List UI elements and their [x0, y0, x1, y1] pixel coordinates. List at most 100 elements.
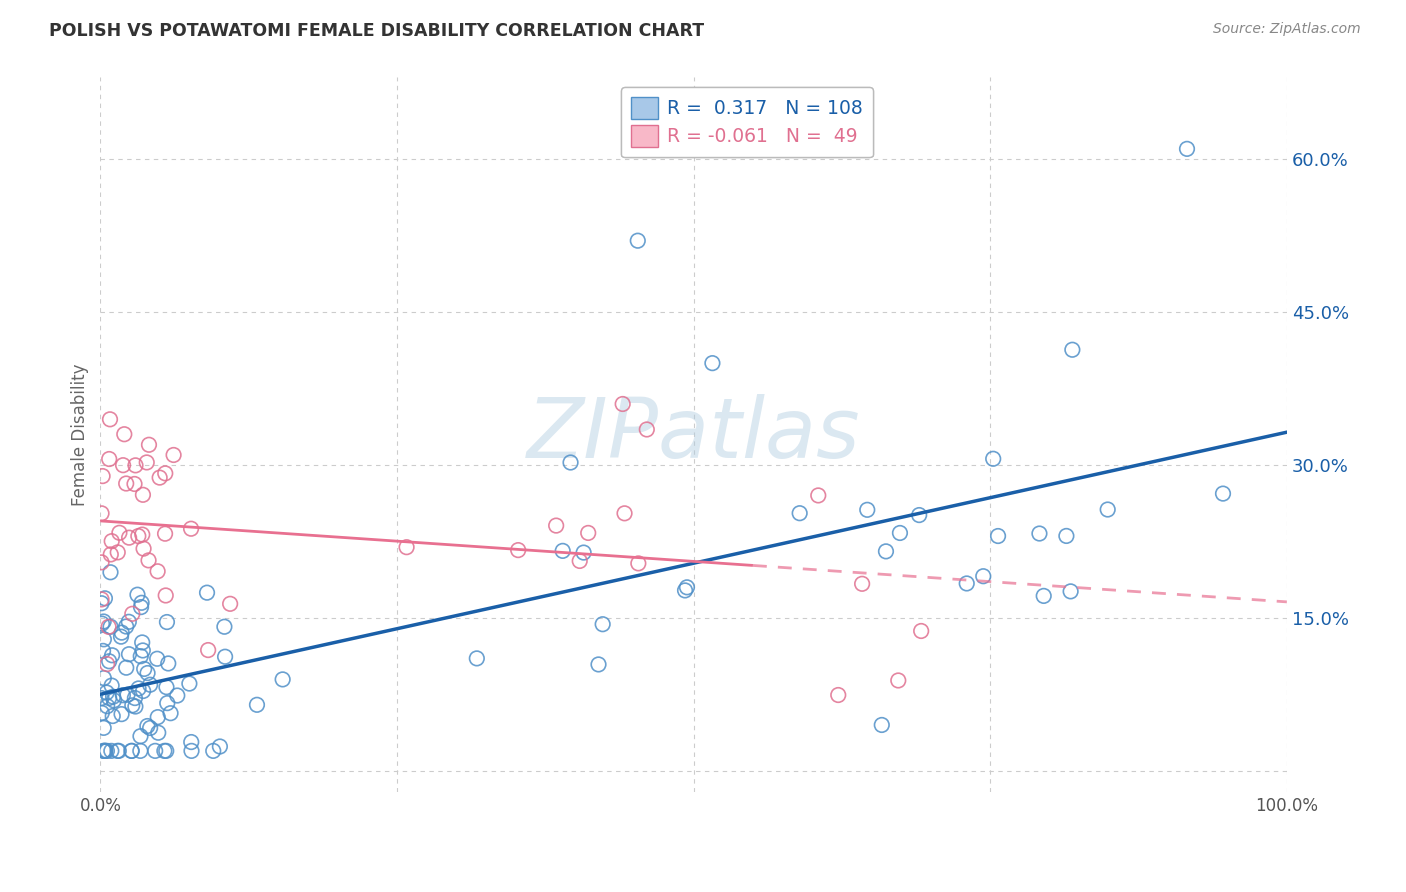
Point	[121, 607, 143, 621]
Point	[112, 427, 135, 442]
Point	[146, 564, 169, 578]
Point	[136, 719, 159, 733]
Point	[118, 647, 141, 661]
Text: POLISH VS POTAWATOMI FEMALE DISABILITY CORRELATION CHART: POLISH VS POTAWATOMI FEMALE DISABILITY C…	[49, 22, 704, 40]
Point	[827, 688, 849, 702]
Point	[100, 534, 122, 549]
Point	[97, 620, 120, 634]
Point	[115, 476, 138, 491]
Point	[94, 591, 117, 606]
Point	[987, 529, 1010, 543]
Point	[94, 744, 117, 758]
Point	[180, 744, 202, 758]
Point	[101, 709, 124, 723]
Point	[195, 585, 218, 599]
Point	[395, 540, 418, 554]
Point	[101, 690, 124, 704]
Point	[121, 744, 143, 758]
Point	[100, 620, 122, 634]
Point	[153, 526, 176, 541]
Point	[546, 518, 568, 533]
Point	[956, 576, 979, 591]
Point	[1175, 142, 1198, 156]
Point	[100, 566, 122, 580]
Point	[100, 548, 122, 562]
Point	[112, 458, 135, 473]
Point	[551, 544, 574, 558]
Point	[146, 652, 169, 666]
Point	[197, 643, 219, 657]
Point	[124, 477, 146, 491]
Point	[131, 596, 153, 610]
Point	[108, 744, 131, 758]
Point	[139, 678, 162, 692]
Point	[910, 624, 932, 638]
Point	[155, 467, 177, 481]
Point	[91, 469, 114, 483]
Point	[208, 739, 231, 754]
Point	[636, 422, 658, 436]
Point	[129, 600, 152, 615]
Point	[887, 673, 910, 688]
Point	[214, 649, 236, 664]
Point	[111, 625, 134, 640]
Point	[128, 681, 150, 696]
Point	[90, 592, 112, 607]
Point	[134, 662, 156, 676]
Point	[612, 397, 634, 411]
Point	[157, 657, 180, 671]
Text: Source: ZipAtlas.com: Source: ZipAtlas.com	[1213, 22, 1361, 37]
Point	[673, 583, 696, 598]
Point	[93, 744, 115, 758]
Point	[149, 470, 172, 484]
Point	[129, 649, 152, 664]
Point	[90, 691, 112, 706]
Point	[156, 696, 179, 710]
Point	[219, 597, 242, 611]
Point	[110, 630, 132, 644]
Point	[508, 543, 530, 558]
Point	[124, 699, 146, 714]
Point	[572, 545, 595, 559]
Point	[93, 632, 115, 647]
Point	[94, 744, 117, 758]
Point	[127, 529, 149, 543]
Point	[162, 448, 184, 462]
Point	[98, 452, 121, 467]
Point	[789, 506, 811, 520]
Point	[107, 545, 129, 559]
Point	[875, 544, 897, 558]
Point	[110, 707, 132, 722]
Point	[96, 744, 118, 758]
Point	[1097, 502, 1119, 516]
Text: ZIPatlas: ZIPatlas	[527, 394, 860, 475]
Point	[93, 744, 115, 758]
Point	[159, 706, 181, 721]
Point	[98, 691, 121, 706]
Point	[100, 744, 122, 758]
Point	[1059, 584, 1081, 599]
Point	[851, 576, 873, 591]
Point	[132, 488, 155, 502]
Point	[138, 438, 160, 452]
Point	[214, 620, 236, 634]
Point	[93, 615, 115, 629]
Point	[560, 456, 582, 470]
Point	[1028, 526, 1050, 541]
Point	[588, 657, 610, 672]
Point	[702, 356, 724, 370]
Point	[155, 680, 177, 694]
Point	[148, 725, 170, 739]
Point	[146, 710, 169, 724]
Point	[96, 685, 118, 699]
Point	[90, 506, 112, 520]
Point	[132, 684, 155, 698]
Point	[111, 688, 134, 702]
Point	[98, 654, 121, 668]
Point	[96, 699, 118, 714]
Point	[107, 744, 129, 758]
Point	[131, 527, 153, 541]
Point	[132, 541, 155, 556]
Point	[180, 522, 202, 536]
Point	[129, 744, 152, 758]
